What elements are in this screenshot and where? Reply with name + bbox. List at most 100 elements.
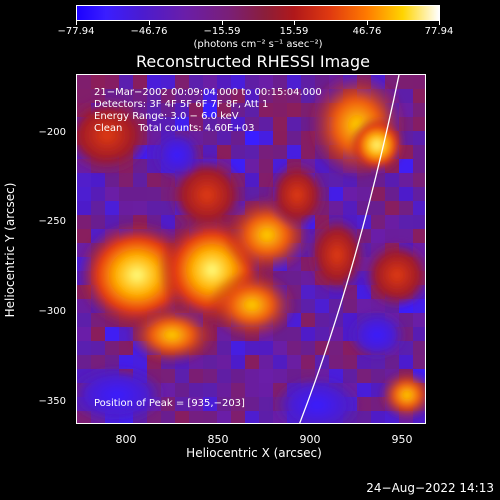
image-pixel: [315, 313, 329, 327]
image-pixel: [273, 369, 287, 383]
image-pixel: [217, 411, 231, 423]
image-pixel: [413, 313, 425, 327]
image-pixel: [259, 355, 273, 369]
image-pixel: [413, 145, 425, 159]
image-pixel: [245, 369, 259, 383]
image-pixel: [413, 229, 425, 243]
image-pixel: [231, 145, 245, 159]
image-pixel: [259, 369, 273, 383]
colorbar-tick: [294, 21, 295, 25]
image-pixel: [161, 103, 175, 117]
image-pixel: [329, 341, 343, 355]
image-pixel: [91, 215, 105, 229]
image-pixel: [231, 383, 245, 397]
image-pixel: [231, 411, 245, 423]
image-pixel: [287, 75, 301, 89]
image-pixel: [217, 117, 231, 131]
image-pixel: [245, 341, 259, 355]
image-pixel: [77, 215, 91, 229]
image-pixel: [413, 159, 425, 173]
image-pixel: [161, 89, 175, 103]
image-pixel: [175, 117, 189, 131]
image-pixel: [315, 327, 329, 341]
image-pixel: [77, 313, 91, 327]
image-pixel: [399, 159, 413, 173]
image-pixel: [287, 355, 301, 369]
image-pixel: [77, 229, 91, 243]
image-pixel: [245, 397, 259, 411]
image-pixel: [245, 75, 259, 89]
image-pixel: [77, 327, 91, 341]
image-pixel: [231, 369, 245, 383]
colorbar-tick: [149, 21, 150, 25]
image-pixel: [203, 117, 217, 131]
image-pixel: [259, 145, 273, 159]
colorbar-tick-label: 15.59: [279, 26, 309, 37]
image-pixel: [245, 117, 259, 131]
image-pixel: [413, 355, 425, 369]
image-pixel: [273, 341, 287, 355]
image-pixel: [399, 229, 413, 243]
image-pixel: [301, 299, 315, 313]
colorbar-tick-label: 77.94: [424, 26, 454, 37]
image-pixel: [189, 383, 203, 397]
image-pixel: [133, 75, 147, 89]
image-pixel: [315, 299, 329, 313]
image-pixel: [105, 341, 119, 355]
image-pixel: [189, 411, 203, 423]
image-pixel: [147, 173, 161, 187]
image-panel: [76, 74, 426, 424]
image-pixel: [91, 201, 105, 215]
image-pixel: [301, 285, 315, 299]
y-tick-label: −250: [38, 216, 66, 227]
image-pixel: [343, 355, 357, 369]
image-pixel: [287, 271, 301, 285]
image-pixel: [175, 369, 189, 383]
image-pixel: [413, 187, 425, 201]
image-pixel: [91, 341, 105, 355]
image-pixel: [77, 173, 91, 187]
image-pixel: [245, 159, 259, 173]
image-pixel: [133, 201, 147, 215]
info-detectors: Detectors: 3F 4F 5F 6F 7F 8F, Att 1: [94, 99, 269, 110]
image-pixel: [217, 383, 231, 397]
image-pixel: [287, 145, 301, 159]
image-pixel: [217, 397, 231, 411]
image-pixel: [413, 201, 425, 215]
image-pixel: [203, 131, 217, 145]
colorbar-tick-label: −46.76: [130, 26, 168, 37]
image-pixel: [385, 201, 399, 215]
image-pixel: [301, 75, 315, 89]
image-pixel: [147, 187, 161, 201]
image-pixel: [133, 355, 147, 369]
image-pixel: [399, 75, 413, 89]
image-pixel: [175, 75, 189, 89]
image-pixel: [371, 411, 385, 423]
colorbar-tick-label: −15.59: [203, 26, 241, 37]
image-pixel: [371, 187, 385, 201]
image-pixel: [399, 201, 413, 215]
solar-limb-line: [299, 75, 400, 423]
image-pixel: [231, 397, 245, 411]
image-pixel: [245, 145, 259, 159]
image-pixel: [91, 355, 105, 369]
image-pixel: [385, 355, 399, 369]
colorbar-tick: [222, 21, 223, 25]
image-pixel: [329, 355, 343, 369]
image-pixel: [175, 89, 189, 103]
image-pixel: [259, 411, 273, 423]
image-pixel: [245, 383, 259, 397]
image-pixel: [231, 131, 245, 145]
x-tick-label: 850: [207, 433, 229, 446]
image-pixel: [245, 411, 259, 423]
image-pixel: [343, 369, 357, 383]
image-pixel: [273, 103, 287, 117]
image-pixel: [91, 187, 105, 201]
x-axis-title: Heliocentric X (arcsec): [186, 446, 322, 460]
image-pixel: [217, 369, 231, 383]
image-pixel: [259, 75, 273, 89]
image-pixel: [77, 187, 91, 201]
image-pixel: [217, 145, 231, 159]
image-pixel: [217, 103, 231, 117]
